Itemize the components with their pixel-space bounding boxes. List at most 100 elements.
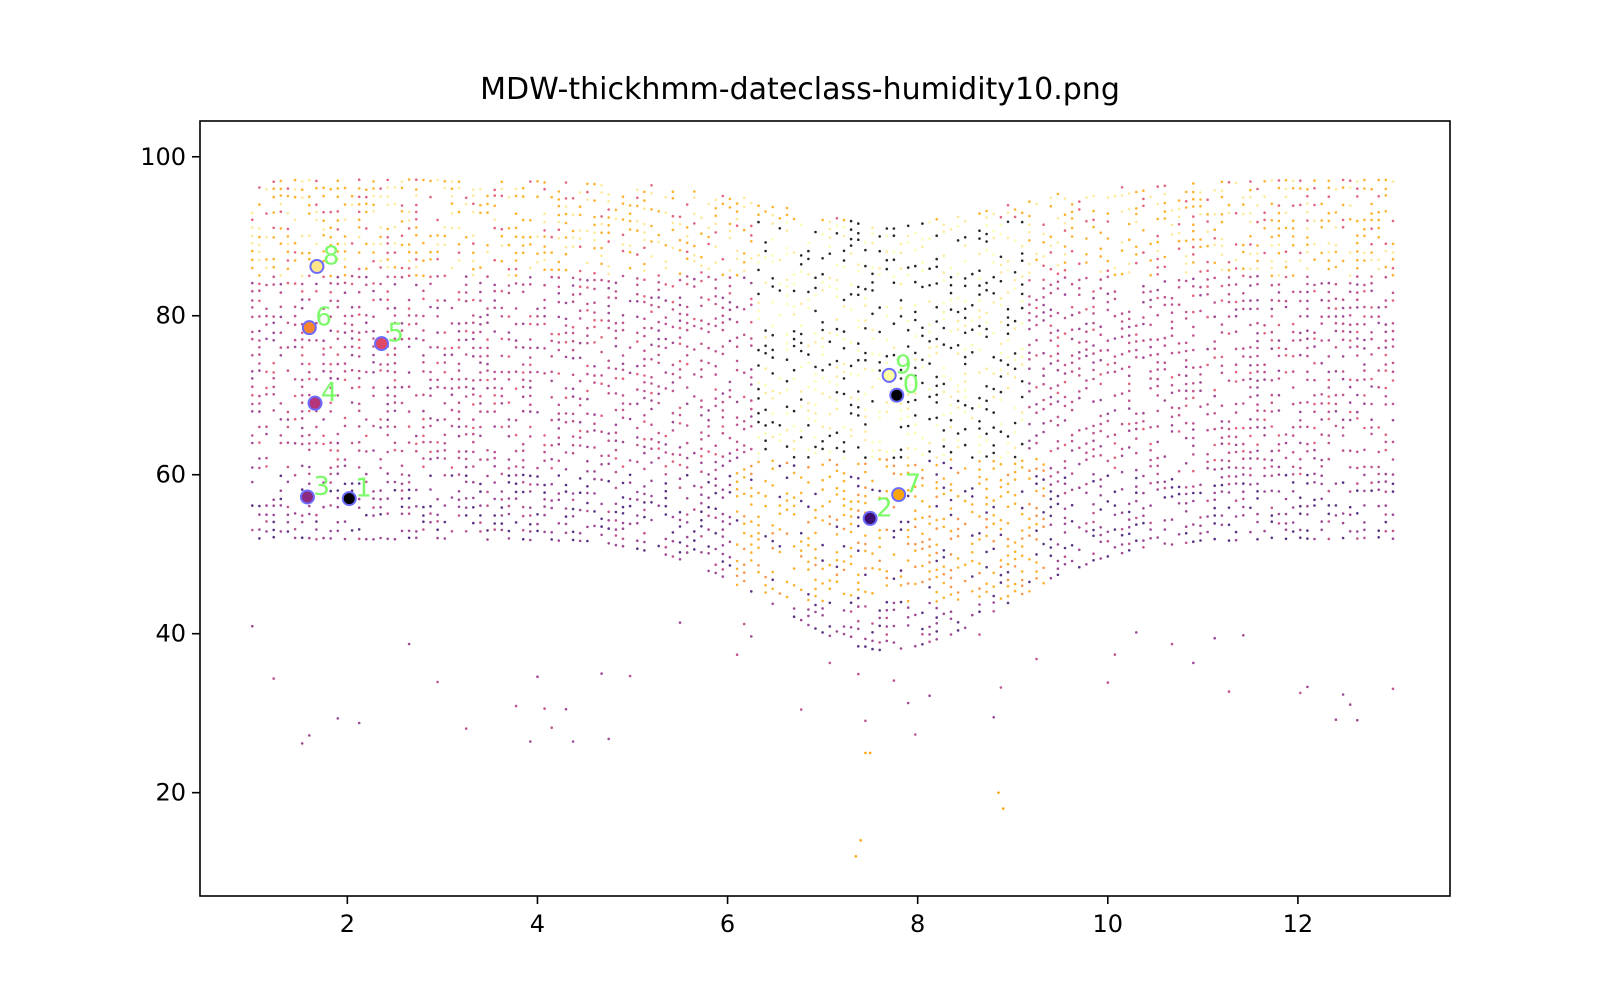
- scatter-point: [1227, 435, 1231, 438]
- scatter-point: [956, 406, 960, 409]
- scatter-point: [792, 545, 796, 548]
- scatter-point: [436, 520, 439, 523]
- scatter-point: [472, 346, 475, 350]
- scatter-point: [507, 418, 511, 421]
- scatter-point: [1348, 410, 1352, 414]
- scatter-point: [1049, 497, 1053, 501]
- scatter-point: [422, 514, 425, 517]
- scatter-point: [1306, 188, 1309, 191]
- scatter-point: [999, 279, 1003, 283]
- scatter-point: [942, 318, 946, 321]
- scatter-point: [671, 214, 675, 218]
- scatter-point: [871, 479, 874, 483]
- scatter-point: [650, 423, 653, 427]
- scatter-point: [814, 309, 817, 313]
- scatter-point: [992, 514, 995, 517]
- scatter-point: [500, 227, 504, 231]
- scatter-point: [1063, 229, 1067, 232]
- scatter-point: [771, 213, 774, 217]
- scatter-point: [1320, 497, 1323, 501]
- scatter-point: [1377, 236, 1380, 239]
- scatter-point: [521, 449, 525, 453]
- scatter-point: [1284, 260, 1288, 263]
- scatter-point: [978, 450, 981, 454]
- scatter-point: [400, 464, 404, 468]
- scatter-point: [422, 520, 425, 523]
- scatter-point: [571, 276, 575, 280]
- scatter-point: [814, 578, 817, 582]
- scatter-point: [1113, 337, 1117, 340]
- scatter-point: [664, 434, 668, 438]
- scatter-point: [578, 420, 582, 424]
- scatter-point: [771, 277, 774, 280]
- scatter-point: [1056, 447, 1060, 450]
- scatter-point: [1363, 504, 1366, 507]
- scatter-point: [479, 361, 482, 364]
- scatter-point: [1056, 217, 1060, 220]
- scatter-point: [906, 241, 910, 244]
- scatter-point: [985, 385, 988, 388]
- scatter-point: [992, 395, 995, 399]
- scatter-point: [764, 504, 767, 508]
- scatter-point: [621, 202, 625, 205]
- scatter-point: [500, 425, 504, 429]
- scatter-point: [636, 539, 639, 542]
- scatter-point: [286, 441, 290, 445]
- scatter-point: [956, 598, 960, 601]
- scatter-point: [415, 488, 418, 492]
- scatter-point: [714, 507, 717, 511]
- scatter-point: [1049, 314, 1053, 318]
- scatter-point: [1106, 292, 1110, 296]
- scatter-point: [372, 289, 375, 293]
- scatter-point: [807, 614, 810, 618]
- scatter-point: [422, 274, 425, 278]
- scatter-point: [721, 455, 725, 458]
- scatter-point: [393, 242, 397, 245]
- scatter-point: [357, 506, 361, 510]
- scatter-point: [721, 296, 725, 300]
- scatter-point: [1149, 259, 1152, 262]
- scatter-point: [1277, 227, 1281, 230]
- scatter-point: [1099, 508, 1102, 511]
- scatter-point: [849, 546, 853, 550]
- scatter-point: [735, 487, 739, 491]
- scatter-point: [300, 742, 304, 745]
- scatter-point: [1227, 211, 1231, 215]
- scatter-point: [999, 351, 1003, 355]
- scatter-point: [857, 549, 860, 552]
- scatter-point: [472, 355, 475, 358]
- scatter-point: [543, 434, 546, 437]
- scatter-point: [350, 401, 354, 404]
- scatter-point: [978, 562, 981, 565]
- scatter-point: [1135, 421, 1138, 425]
- scatter-point: [842, 489, 846, 493]
- scatter-point: [529, 338, 532, 341]
- scatter-point: [1249, 195, 1252, 199]
- scatter-point: [664, 196, 668, 199]
- scatter-point: [1120, 470, 1124, 474]
- scatter-point: [1042, 278, 1045, 282]
- scatter-point: [935, 375, 938, 379]
- scatter-point: [1256, 379, 1259, 383]
- scatter-point: [251, 315, 254, 319]
- scatter-point: [393, 361, 397, 365]
- scatter-point: [985, 432, 988, 436]
- scatter-point: [935, 495, 938, 499]
- scatter-point: [771, 254, 774, 257]
- scatter-point: [1206, 260, 1209, 264]
- scatter-point: [1370, 418, 1373, 422]
- scatter-point: [386, 410, 390, 413]
- scatter-point: [1192, 422, 1195, 425]
- scatter-point: [785, 476, 789, 480]
- scatter-point: [600, 463, 603, 466]
- scatter-point: [821, 328, 824, 332]
- scatter-point: [1356, 306, 1359, 309]
- scatter-point: [429, 512, 432, 515]
- scatter-point: [842, 560, 846, 563]
- scatter-point: [878, 648, 881, 652]
- scatter-point: [814, 603, 817, 607]
- scatter-point: [685, 466, 689, 469]
- scatter-point: [514, 282, 518, 285]
- scatter-point: [778, 504, 782, 507]
- scatter-point: [949, 308, 953, 311]
